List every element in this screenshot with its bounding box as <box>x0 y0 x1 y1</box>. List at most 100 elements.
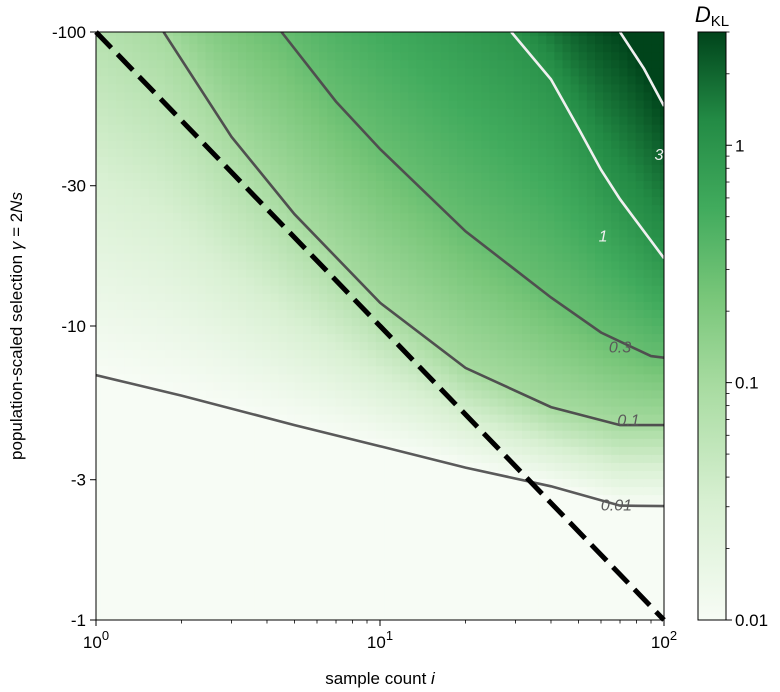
heatmap-cell <box>554 382 564 392</box>
heatmap-cell <box>116 591 126 601</box>
heatmap-cell <box>351 334 361 344</box>
heatmap-cell <box>546 374 556 384</box>
heatmap-cell <box>578 607 588 617</box>
heatmap-cell <box>627 108 637 118</box>
heatmap-cell <box>522 583 532 593</box>
heatmap-cell <box>351 285 361 295</box>
heatmap-cell <box>392 390 402 400</box>
heatmap-cell <box>603 430 613 440</box>
heatmap-cell <box>100 398 110 408</box>
heatmap-cell <box>586 293 597 303</box>
heatmap-cell <box>351 32 361 38</box>
heatmap-cell <box>327 36 337 46</box>
heatmap-cell <box>384 52 394 62</box>
heatmap-cell <box>473 495 483 505</box>
heatmap-cell <box>432 237 442 247</box>
heatmap-cell <box>554 261 564 271</box>
heatmap-cell <box>319 382 329 392</box>
heatmap-cell <box>465 390 475 400</box>
heatmap-cell <box>302 317 313 327</box>
heatmap-cell <box>400 430 410 440</box>
heatmap-cell <box>481 164 491 174</box>
heatmap-cell <box>546 382 556 392</box>
heatmap-cell <box>554 334 564 344</box>
heatmap-cell <box>473 205 483 215</box>
heatmap-cell <box>181 583 191 593</box>
heatmap-cell <box>562 607 572 617</box>
heatmap-cell <box>213 567 223 577</box>
heatmap-cell <box>238 495 248 505</box>
heatmap-cell <box>481 446 491 456</box>
heatmap-cell <box>229 615 239 620</box>
heatmap-cell <box>570 124 580 134</box>
heatmap-cell <box>100 422 110 432</box>
heatmap-cell <box>270 172 280 183</box>
heatmap-cell <box>213 503 223 513</box>
heatmap-cell <box>546 551 556 561</box>
heatmap-cell <box>562 140 572 150</box>
heatmap-cell <box>189 84 199 94</box>
heatmap-cell <box>286 277 296 287</box>
heatmap-cell <box>384 301 394 311</box>
heatmap-cell <box>505 350 515 360</box>
heatmap-cell <box>246 32 256 38</box>
heatmap-cell <box>627 519 637 529</box>
heatmap-cell <box>400 495 410 505</box>
heatmap-cell <box>148 535 158 545</box>
heatmap-cell <box>116 116 126 126</box>
heatmap-cell <box>335 140 345 150</box>
heatmap-cell <box>538 132 548 142</box>
heatmap-cell <box>489 52 499 62</box>
heatmap-cell <box>262 543 272 553</box>
heatmap-cell <box>611 253 621 263</box>
heatmap-cell <box>457 229 467 239</box>
heatmap-cell <box>351 92 361 102</box>
heatmap-cell <box>457 269 467 279</box>
heatmap-cell <box>148 60 158 70</box>
heatmap-cell <box>359 277 369 287</box>
heatmap-cell <box>416 495 426 505</box>
heatmap-cell <box>392 559 402 569</box>
heatmap-cell <box>319 414 329 424</box>
heatmap-cell <box>392 599 402 609</box>
heatmap-cell <box>327 511 337 521</box>
heatmap-cell <box>367 261 377 271</box>
heatmap-cell <box>554 406 564 416</box>
heatmap-cell <box>440 607 450 617</box>
heatmap-cell <box>611 559 621 569</box>
heatmap-cell <box>611 470 621 481</box>
heatmap-cell <box>473 543 483 553</box>
heatmap-cell <box>554 398 564 408</box>
heatmap-cell <box>140 551 150 561</box>
heatmap-cell <box>416 422 426 432</box>
heatmap-cell <box>416 430 426 440</box>
heatmap-cell <box>432 221 442 231</box>
heatmap-cell <box>497 269 507 279</box>
heatmap-cell <box>603 615 613 620</box>
heatmap-cell <box>546 503 556 513</box>
heatmap-cell <box>432 309 442 319</box>
heatmap-cell <box>124 181 134 191</box>
heatmap-cell <box>181 44 191 54</box>
heatmap-cell <box>432 60 442 70</box>
heatmap-cell <box>611 390 621 400</box>
heatmap-cell <box>440 60 450 70</box>
heatmap-cell <box>595 285 605 295</box>
heatmap-cell <box>522 535 532 545</box>
heatmap-cell <box>611 535 621 545</box>
heatmap-cell <box>359 615 369 620</box>
heatmap-cell <box>221 229 231 239</box>
heatmap-cell <box>351 245 361 255</box>
heatmap-cell <box>197 390 207 400</box>
heatmap-cell <box>108 309 118 319</box>
heatmap-cell <box>611 575 621 585</box>
heatmap-cell <box>595 205 605 215</box>
heatmap-cell <box>140 140 150 150</box>
heatmap-cell <box>319 140 329 150</box>
heatmap-cell <box>473 454 483 464</box>
heatmap-cell <box>359 535 369 545</box>
heatmap-cell <box>595 358 605 368</box>
heatmap-cell <box>603 293 613 303</box>
heatmap-cell <box>627 68 637 78</box>
heatmap-cell <box>465 253 475 263</box>
